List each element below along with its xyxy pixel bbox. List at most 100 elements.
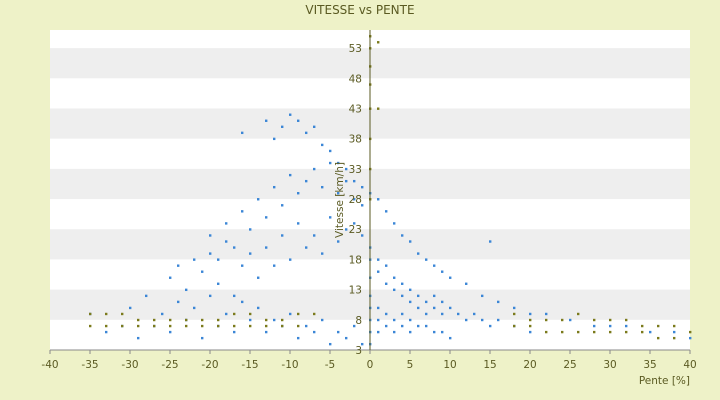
data-point <box>625 324 628 328</box>
data-point <box>361 185 364 189</box>
data-point <box>449 276 452 279</box>
data-point-secondary <box>377 107 380 110</box>
x-tick-label: -5 <box>325 359 335 371</box>
data-point-secondary <box>265 324 268 328</box>
data-point <box>273 185 276 189</box>
data-point <box>241 131 244 135</box>
x-tick-label: -10 <box>281 359 298 371</box>
data-point <box>497 318 500 322</box>
data-point <box>273 137 276 141</box>
y-tick-label: 48 <box>349 73 362 85</box>
x-tick-label: 15 <box>483 359 496 371</box>
data-point <box>217 258 220 261</box>
data-point <box>457 312 460 316</box>
data-point <box>465 318 468 322</box>
data-point <box>177 264 180 267</box>
data-point <box>353 324 356 328</box>
data-point <box>201 336 204 340</box>
data-point <box>297 222 300 225</box>
data-point <box>417 294 420 298</box>
data-point <box>273 318 276 322</box>
data-point <box>281 204 284 207</box>
data-point <box>305 246 308 249</box>
data-point <box>241 300 244 304</box>
data-point <box>409 300 412 304</box>
data-point <box>249 252 252 255</box>
data-point-secondary <box>577 312 580 316</box>
data-point <box>409 288 412 292</box>
data-point-secondary <box>265 318 268 322</box>
data-point <box>481 294 484 298</box>
data-point <box>257 198 260 201</box>
data-point <box>265 119 268 122</box>
data-point <box>529 330 532 334</box>
data-point <box>489 324 492 328</box>
data-point-secondary <box>153 318 156 322</box>
data-point-secondary <box>201 324 204 328</box>
data-point <box>297 192 300 195</box>
data-point <box>265 330 268 334</box>
data-point-secondary <box>529 324 532 328</box>
data-point <box>649 330 652 334</box>
data-point <box>593 324 596 328</box>
data-point-secondary <box>233 312 236 316</box>
data-point-secondary <box>217 324 220 328</box>
data-point <box>217 282 220 285</box>
data-point <box>441 270 444 273</box>
data-points <box>89 35 692 346</box>
data-point <box>265 246 268 249</box>
data-point <box>377 258 380 261</box>
data-point-secondary <box>577 330 580 334</box>
data-point <box>609 324 612 328</box>
data-point <box>473 312 476 316</box>
data-point <box>393 222 396 225</box>
data-point <box>393 288 396 292</box>
x-tick-label: -40 <box>41 359 58 371</box>
data-point <box>233 246 236 249</box>
data-point-secondary <box>641 324 644 328</box>
data-point <box>417 306 420 310</box>
data-point <box>233 294 236 298</box>
data-point <box>281 234 284 237</box>
data-point <box>233 330 236 334</box>
data-point-secondary <box>377 41 380 44</box>
data-point <box>281 125 284 129</box>
data-point-secondary <box>281 318 284 322</box>
x-tick-label: -30 <box>121 359 138 371</box>
data-point <box>305 131 308 135</box>
data-point <box>401 324 404 328</box>
data-point <box>353 222 356 225</box>
data-point <box>393 276 396 279</box>
data-point <box>337 330 340 334</box>
data-point <box>377 318 380 322</box>
data-point <box>385 282 388 285</box>
data-point <box>409 330 412 334</box>
data-point-secondary <box>593 330 596 334</box>
data-point <box>441 300 444 304</box>
data-point <box>305 179 308 183</box>
data-point <box>313 330 316 334</box>
data-point <box>401 282 404 285</box>
data-point <box>289 113 292 116</box>
data-point <box>169 276 172 279</box>
x-tick-label: 35 <box>643 359 656 371</box>
data-point-secondary <box>249 324 252 328</box>
data-point <box>265 216 268 219</box>
data-point <box>433 264 436 267</box>
data-point <box>329 342 332 346</box>
data-point <box>417 324 420 328</box>
data-point <box>409 240 412 243</box>
data-point <box>377 306 380 310</box>
data-point <box>193 306 196 310</box>
data-point <box>409 318 412 322</box>
y-tick-label: 53 <box>349 43 362 55</box>
data-point <box>417 252 420 255</box>
data-point-secondary <box>545 330 548 334</box>
data-point-secondary <box>641 330 644 334</box>
data-point-secondary <box>593 318 596 322</box>
data-point <box>449 306 452 310</box>
data-point <box>185 288 188 292</box>
data-point <box>321 185 324 189</box>
axes: -40 -35 -30 -25 -20 -15 -10 -5 0 5 10 15 20 25 30 35 40 3… <box>41 30 697 371</box>
data-point-secondary <box>625 318 628 322</box>
